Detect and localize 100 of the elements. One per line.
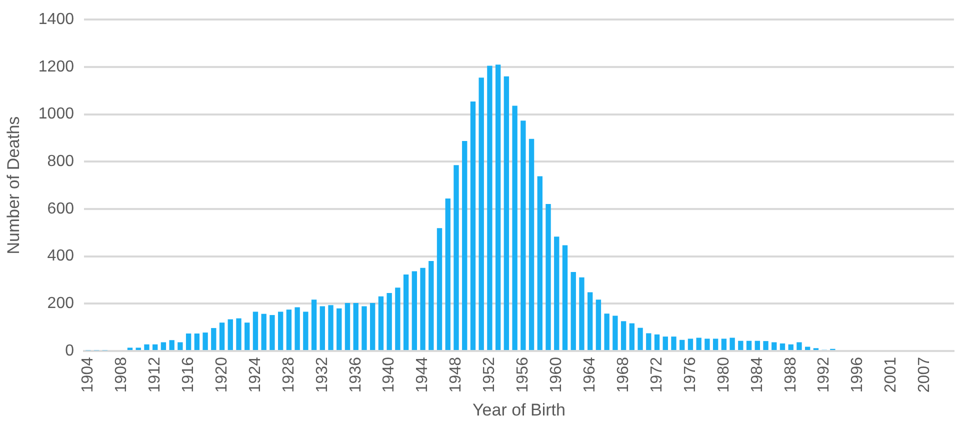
bar [754, 340, 760, 350]
y-tick-label: 400 [47, 248, 74, 265]
bar [671, 336, 676, 350]
x-tick-label: 1960 [548, 356, 566, 393]
bar [445, 198, 450, 350]
x-tick-label: 1928 [280, 356, 298, 393]
y-tick-label: 600 [47, 200, 74, 218]
bar [428, 261, 434, 350]
bar [604, 314, 610, 350]
x-tick-label: 1944 [414, 356, 432, 393]
bar [620, 321, 626, 350]
bar [612, 316, 618, 350]
bar [680, 340, 685, 350]
bar [320, 306, 325, 350]
y-axis-title: Number of Deaths [4, 116, 23, 254]
bar [579, 277, 584, 350]
bar [412, 271, 418, 350]
bar [746, 340, 752, 350]
bar [596, 300, 602, 350]
x-tick-label: 2007 [916, 356, 934, 393]
bar [395, 288, 400, 350]
x-tick-label: 1996 [849, 356, 866, 393]
bar [654, 334, 660, 350]
x-tick-label: 1992 [816, 356, 833, 393]
bar [436, 228, 442, 350]
bar [169, 340, 174, 350]
bar [403, 274, 409, 350]
bar [730, 338, 735, 350]
bar [386, 293, 392, 350]
bar [228, 319, 233, 350]
y-tick-label: 0 [65, 342, 74, 360]
x-axis-title: Year of Birth [472, 400, 566, 420]
bar [528, 138, 534, 350]
bar [804, 346, 810, 350]
x-tick-label: 1940 [380, 356, 398, 393]
bar [487, 66, 492, 350]
bar [236, 318, 242, 350]
bar [202, 332, 208, 350]
bar [286, 310, 292, 350]
bar [311, 300, 317, 350]
bar [462, 141, 468, 350]
bar [194, 333, 200, 350]
bar [261, 314, 266, 350]
bar [278, 312, 284, 350]
bar [780, 343, 786, 350]
x-tick-label: 1920 [213, 356, 230, 393]
x-tick-label: 1980 [715, 356, 732, 393]
x-tick-label: 1984 [748, 356, 766, 393]
y-tick-label: 1400 [38, 11, 74, 28]
bar [504, 76, 510, 350]
x-tick-label: 1948 [448, 356, 465, 393]
x-tick-label: 1968 [614, 356, 632, 393]
bar [160, 342, 166, 350]
x-tick-label: 1976 [682, 356, 699, 393]
y-tick-label: 800 [47, 153, 74, 170]
x-tick-label: 1964 [582, 356, 598, 393]
x-tick-label: 1908 [113, 356, 130, 393]
bar [252, 312, 258, 350]
bar [211, 328, 216, 350]
bar [520, 120, 526, 350]
bar [294, 307, 300, 350]
x-tick-label: 2001 [882, 356, 900, 393]
bar [588, 292, 593, 350]
bar [721, 338, 727, 350]
bar [763, 341, 768, 350]
bar [495, 64, 501, 350]
x-tick-label: 1988 [782, 356, 800, 393]
bar [570, 272, 576, 350]
bar [420, 268, 426, 350]
y-tick-label: 200 [47, 295, 74, 312]
bar [562, 245, 568, 350]
bar [704, 338, 710, 350]
bar [152, 344, 158, 350]
x-tick-label: 1904 [80, 356, 97, 393]
bar [270, 315, 275, 350]
bar [362, 306, 367, 350]
y-tick-label: 1000 [38, 106, 74, 123]
x-tick-label: 1972 [648, 356, 666, 393]
bar [378, 296, 384, 350]
x-tick-label: 1912 [146, 356, 164, 393]
bar [336, 308, 342, 350]
bar [144, 344, 150, 350]
y-tick-label: 1200 [38, 58, 74, 76]
bar [219, 322, 225, 350]
bar [136, 348, 141, 350]
bar [370, 302, 376, 350]
x-tick-label: 1924 [246, 356, 264, 393]
x-tick-label: 1952 [481, 356, 498, 393]
bar [696, 338, 702, 350]
bar [454, 165, 459, 350]
bar [546, 204, 551, 350]
x-tick-label: 1916 [180, 356, 197, 393]
bar [772, 342, 777, 350]
bar [303, 312, 308, 350]
bar [244, 322, 250, 350]
bar [353, 302, 358, 350]
bar [554, 236, 560, 350]
bar [796, 342, 802, 350]
bar [186, 333, 192, 350]
bar [478, 78, 484, 350]
